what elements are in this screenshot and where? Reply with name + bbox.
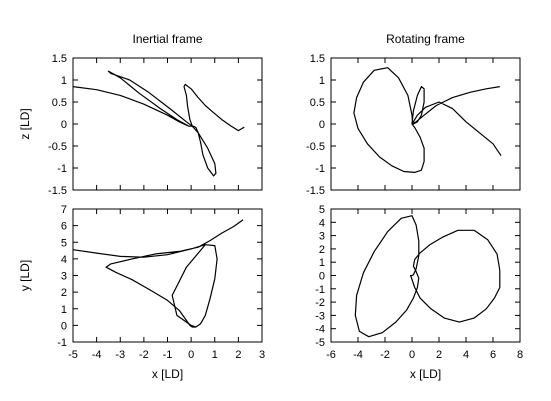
y-tick-label: 5	[61, 237, 67, 249]
y-tick-label: -1.5	[306, 185, 325, 197]
y-tick-label: -1	[57, 163, 67, 175]
trajectory-line-0	[72, 219, 244, 328]
x-tick-label: 3	[259, 349, 265, 361]
x-tick-label: 2	[235, 349, 241, 361]
x-tick-label: 4	[463, 349, 469, 361]
y-tick-label: 3	[319, 231, 325, 243]
y-tick-label: 1.5	[310, 53, 325, 65]
y-tick-label: -1.5	[48, 185, 67, 197]
plot-frame	[72, 208, 263, 343]
x-tick-label: 0	[409, 349, 415, 361]
y-tick-label: -2	[315, 297, 325, 309]
y-tick-label: -0.5	[306, 141, 325, 153]
y-tick-label: -1	[57, 337, 67, 349]
plot-frame	[330, 57, 521, 191]
y-tick-label: 5	[319, 204, 325, 216]
trajectory-line-1	[171, 244, 206, 328]
x-tick-label: -6	[326, 349, 336, 361]
trajectory-line-0	[72, 70, 245, 177]
chart-title: Inertial frame	[132, 32, 202, 46]
x-tick-label: 8	[517, 349, 523, 361]
trajectory-line-0	[353, 67, 502, 173]
y-tick-label: 3	[61, 271, 67, 283]
panel-0: Inertial frame 1.5 1 0.5 0 -0.5 -1 -1.5 z [LD]	[18, 32, 263, 197]
x-tick-label: -4	[353, 349, 363, 361]
y-tick-label: 1	[61, 304, 67, 316]
y-tick-label: 0	[319, 271, 325, 283]
y-tick-label: 0.5	[52, 97, 67, 109]
y-tick-label: 1	[319, 75, 325, 87]
y-tick-label: 0	[61, 119, 67, 131]
x-tick-label: 2	[436, 349, 442, 361]
y-tick-label: -0.5	[48, 141, 67, 153]
y-tick-label: 2	[61, 287, 67, 299]
plot-frame	[330, 208, 521, 343]
y-tick-label: 0.5	[310, 97, 325, 109]
x-axis-label: x [LD]	[152, 367, 183, 381]
y-tick-label: -4	[315, 324, 325, 336]
y-tick-label: 0	[319, 119, 325, 131]
x-tick-label: -2	[380, 349, 390, 361]
y-tick-label: 2	[319, 244, 325, 256]
x-tick-label: -4	[92, 349, 102, 361]
x-tick-label: 6	[490, 349, 496, 361]
y-axis-label: y [LD]	[18, 260, 32, 291]
y-tick-label: -1	[315, 284, 325, 296]
x-tick-label: -3	[115, 349, 125, 361]
x-tick-label: -5	[68, 349, 78, 361]
x-tick-label: -1	[163, 349, 173, 361]
y-tick-label: 7	[61, 204, 67, 216]
x-tick-label: 1	[212, 349, 218, 361]
trajectory-line-0	[354, 215, 501, 338]
x-tick-label: -2	[139, 349, 149, 361]
y-tick-label: 6	[61, 221, 67, 233]
x-axis-label: x [LD]	[410, 367, 441, 381]
y-axis-label: z [LD]	[18, 108, 32, 139]
y-tick-label: -5	[315, 337, 325, 349]
plot-frame	[72, 57, 263, 191]
chart-title: Rotating frame	[386, 32, 465, 46]
y-tick-label: -3	[315, 310, 325, 322]
y-tick-label: 1	[61, 75, 67, 87]
y-tick-label: 0	[61, 320, 67, 332]
y-tick-label: 4	[319, 217, 325, 229]
y-tick-label: 1	[319, 257, 325, 269]
panel-1: Rotating frame 1.5 1 0.5 0 -0.5 -1 -1.5	[306, 32, 521, 197]
y-tick-label: 1.5	[52, 53, 67, 65]
x-tick-label: 0	[188, 349, 194, 361]
y-tick-label: 4	[61, 254, 67, 266]
y-tick-label: -1	[315, 163, 325, 175]
